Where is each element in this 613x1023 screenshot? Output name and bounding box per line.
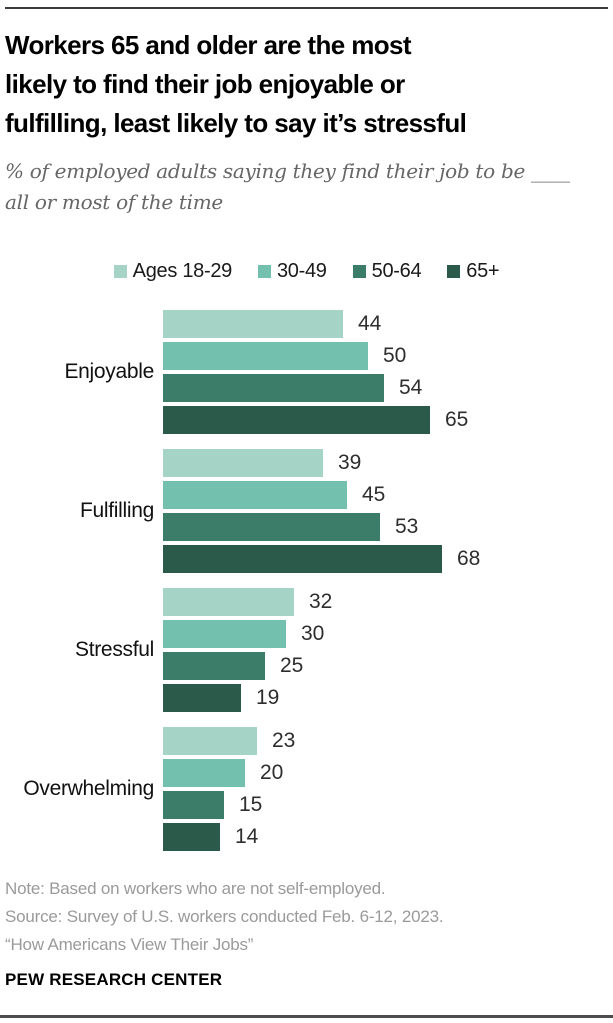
chart-title: Workers 65 and older are the most likely… xyxy=(5,26,608,143)
bar-row: 45 xyxy=(163,481,608,509)
bar xyxy=(163,684,241,712)
bar xyxy=(163,588,294,616)
legend-swatch xyxy=(447,265,461,278)
bar-row: 19 xyxy=(163,684,608,712)
legend-label: 65+ xyxy=(466,260,500,282)
brand-logo-text: PEW RESEARCH CENTER xyxy=(5,970,223,989)
bar-row: 20 xyxy=(163,759,608,787)
legend-label: Ages 18-29 xyxy=(132,260,233,282)
chart-subtitle-line: all or most of the time xyxy=(5,190,223,214)
category-label: Fulfilling xyxy=(79,499,154,522)
category-group: Overwhelming 23 20 15 14 xyxy=(5,727,608,851)
chart-title-line: likely to find their job enjoyable or xyxy=(5,69,405,99)
chart-subtitle-line: % of employed adults saying they find th… xyxy=(5,159,570,183)
category-label: Overwhelming xyxy=(23,777,154,800)
chart-title-line: Workers 65 and older are the most xyxy=(5,30,412,60)
bar-row: 53 xyxy=(163,513,608,541)
value-label: 50 xyxy=(383,344,407,367)
legend-item: Ages 18-29 xyxy=(113,260,233,283)
category-group: Enjoyable 44 50 54 65 xyxy=(5,310,608,434)
bar xyxy=(163,791,224,819)
value-label: 44 xyxy=(358,312,382,335)
legend-item: 65+ xyxy=(447,260,500,283)
bar-row: 50 xyxy=(163,342,608,370)
legend-swatch xyxy=(113,265,127,278)
bar-row: 30 xyxy=(163,620,608,648)
value-label: 45 xyxy=(362,483,386,506)
footnotes: Note: Based on workers who are not self-… xyxy=(5,875,608,959)
category-group: Stressful 32 30 25 19 xyxy=(5,588,608,712)
bottom-rule xyxy=(0,1015,613,1018)
bar-rows: 23 20 15 14 xyxy=(163,727,608,851)
chart-subtitle: % of employed adults saying they find th… xyxy=(5,156,608,218)
legend-item: 30-49 xyxy=(257,260,327,283)
bar-rows: 39 45 53 68 xyxy=(163,449,608,573)
legend-swatch xyxy=(257,265,271,278)
bar xyxy=(163,481,347,509)
bar xyxy=(163,652,265,680)
top-rule xyxy=(5,7,608,9)
bar-rows: 44 50 54 65 xyxy=(163,310,608,434)
bar-row: 44 xyxy=(163,310,608,338)
value-label: 54 xyxy=(399,376,423,399)
bar-row: 68 xyxy=(163,545,608,573)
legend-label: 50-64 xyxy=(371,260,422,282)
bar xyxy=(163,406,430,434)
bar xyxy=(163,823,220,851)
report-line: “How Americans View Their Jobs” xyxy=(5,935,254,954)
bar xyxy=(163,759,245,787)
legend-swatch xyxy=(352,265,366,278)
note-line: Note: Based on workers who are not self-… xyxy=(5,879,386,898)
bar-row: 15 xyxy=(163,791,608,819)
category-label: Enjoyable xyxy=(64,360,154,383)
value-label: 19 xyxy=(256,686,280,709)
bar xyxy=(163,449,323,477)
category-label: Stressful xyxy=(75,638,154,661)
legend-label: 30-49 xyxy=(276,260,327,282)
bar-row: 39 xyxy=(163,449,608,477)
source-line: Source: Survey of U.S. workers conducted… xyxy=(5,907,444,926)
legend-item: 50-64 xyxy=(352,260,422,283)
value-label: 65 xyxy=(445,408,469,431)
bar xyxy=(163,727,257,755)
category-group: Fulfilling 39 45 53 68 xyxy=(5,449,608,573)
bar-row: 65 xyxy=(163,406,608,434)
bar xyxy=(163,310,343,338)
bar-rows: 32 30 25 19 xyxy=(163,588,608,712)
bar-chart: Enjoyable 44 50 54 65 Fulfilling 39 45 53 68 Stres… xyxy=(5,310,608,851)
bar-row: 25 xyxy=(163,652,608,680)
value-label: 25 xyxy=(280,654,304,677)
value-label: 30 xyxy=(301,622,325,645)
bar xyxy=(163,342,368,370)
bar-row: 32 xyxy=(163,588,608,616)
bar-row: 14 xyxy=(163,823,608,851)
bar-row: 54 xyxy=(163,374,608,402)
value-label: 14 xyxy=(235,825,259,848)
value-label: 20 xyxy=(260,761,284,784)
bar xyxy=(163,374,384,402)
value-label: 15 xyxy=(239,793,263,816)
value-label: 68 xyxy=(457,547,481,570)
value-label: 23 xyxy=(272,729,296,752)
bar xyxy=(163,620,286,648)
bar xyxy=(163,513,380,541)
bar xyxy=(163,545,442,573)
value-label: 53 xyxy=(395,515,419,538)
chart-title-line: fulfilling, least likely to say it’s str… xyxy=(5,108,467,138)
value-label: 39 xyxy=(338,451,362,474)
legend: Ages 18-29 30-49 50-64 65+ xyxy=(5,260,608,283)
value-label: 32 xyxy=(309,590,333,613)
bar-row: 23 xyxy=(163,727,608,755)
